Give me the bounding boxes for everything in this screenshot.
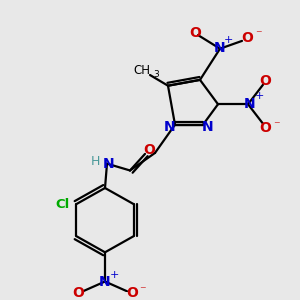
Text: O: O — [259, 74, 271, 88]
Text: 3: 3 — [153, 70, 159, 79]
Text: O: O — [259, 121, 271, 135]
Text: ⁻: ⁻ — [273, 119, 279, 132]
Text: O: O — [126, 286, 138, 300]
Text: Cl: Cl — [55, 198, 70, 211]
Text: N: N — [164, 120, 176, 134]
Text: H: H — [90, 155, 100, 168]
Text: N: N — [244, 97, 256, 111]
Text: O: O — [72, 286, 84, 300]
Text: O: O — [189, 26, 201, 40]
Text: N: N — [103, 157, 115, 171]
Text: +: + — [254, 92, 264, 101]
Text: CH: CH — [134, 64, 151, 76]
Text: O: O — [143, 143, 155, 157]
Text: N: N — [99, 275, 111, 290]
Text: O: O — [241, 31, 253, 45]
Text: ⁻: ⁻ — [139, 284, 145, 297]
Text: +: + — [109, 270, 119, 280]
Text: N: N — [214, 41, 226, 55]
Text: ⁻: ⁻ — [255, 28, 261, 42]
Text: +: + — [223, 35, 233, 45]
Text: N: N — [202, 120, 214, 134]
